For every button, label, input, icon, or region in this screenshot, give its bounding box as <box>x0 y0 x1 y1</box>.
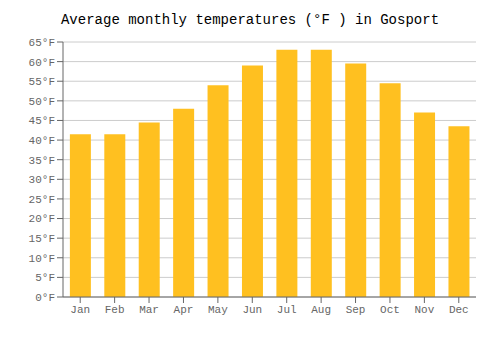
svg-text:50°F: 50°F <box>29 96 55 108</box>
svg-text:Sep: Sep <box>346 304 366 316</box>
svg-text:20°F: 20°F <box>29 213 55 225</box>
svg-text:0°F: 0°F <box>35 292 55 304</box>
svg-text:Apr: Apr <box>174 304 194 316</box>
svg-text:40°F: 40°F <box>29 135 55 147</box>
svg-text:25°F: 25°F <box>29 194 55 206</box>
svg-text:45°F: 45°F <box>29 115 55 127</box>
svg-text:Oct: Oct <box>380 304 400 316</box>
svg-text:Nov: Nov <box>414 304 434 316</box>
svg-text:Jan: Jan <box>70 304 90 316</box>
svg-text:35°F: 35°F <box>29 155 55 167</box>
svg-text:15°F: 15°F <box>29 233 55 245</box>
svg-text:Aug: Aug <box>311 304 331 316</box>
svg-text:65°F: 65°F <box>29 37 55 49</box>
svg-text:55°F: 55°F <box>29 76 55 88</box>
svg-text:Feb: Feb <box>105 304 125 316</box>
html-text:Average monthly temperatures (: Average monthly temperatures (°F ) in Go… <box>61 12 439 28</box>
svg-text:May: May <box>208 304 228 316</box>
svg-text:Dec: Dec <box>449 304 469 316</box>
svg-text:10°F: 10°F <box>29 253 55 265</box>
svg-text:Mar: Mar <box>139 304 159 316</box>
svg-text:60°F: 60°F <box>29 57 55 69</box>
svg-text:Jul: Jul <box>277 304 297 316</box>
svg-text:Jun: Jun <box>242 304 262 316</box>
svg-text:5°F: 5°F <box>35 272 55 284</box>
svg-text:30°F: 30°F <box>29 174 55 186</box>
